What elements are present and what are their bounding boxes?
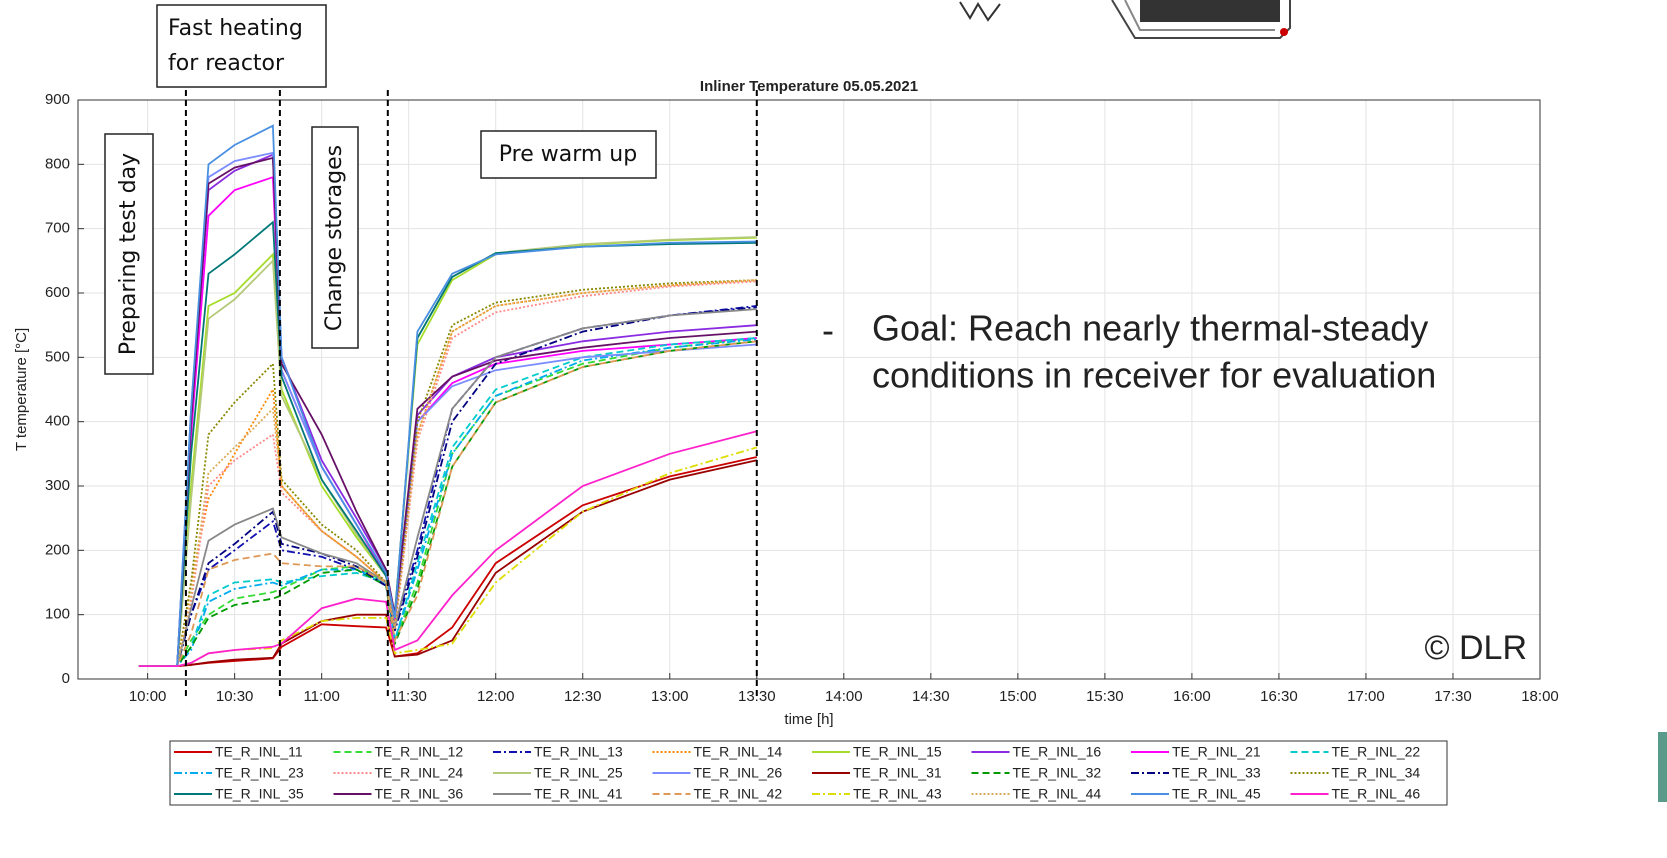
x-tick-label: 13:00 xyxy=(651,688,689,705)
legend-label: TE_R_INL_45 xyxy=(1172,786,1261,802)
series-line xyxy=(139,158,757,666)
legend-label: TE_R_INL_35 xyxy=(215,786,304,802)
y-tick-label: 700 xyxy=(45,220,70,237)
legend-label: TE_R_INL_13 xyxy=(534,744,623,760)
annotation: conditions in receiver for evaluation xyxy=(872,355,1436,396)
y-tick-label: 200 xyxy=(45,541,70,558)
series-line xyxy=(139,460,757,666)
legend-label: TE_R_INL_36 xyxy=(375,786,464,802)
y-tick-label: 800 xyxy=(45,155,70,172)
legend-label: TE_R_INL_25 xyxy=(534,765,623,781)
x-tick-label: 11:00 xyxy=(303,688,339,705)
legend-label: TE_R_INL_31 xyxy=(853,765,942,781)
legend-label: TE_R_INL_21 xyxy=(1172,744,1261,760)
legend-label: TE_R_INL_44 xyxy=(1013,786,1102,802)
legend-label: TE_R_INL_24 xyxy=(375,765,464,781)
legend-label: TE_R_INL_34 xyxy=(1332,765,1421,781)
series-line xyxy=(139,307,757,666)
legend-label: TE_R_INL_11 xyxy=(215,744,303,760)
y-tick-label: 100 xyxy=(45,606,70,623)
y-tick-label: 0 xyxy=(62,670,70,687)
chart-title: Inliner Temperature 05.05.2021 xyxy=(700,78,918,95)
equipment-sketch xyxy=(960,0,1290,38)
y-tick-label: 600 xyxy=(45,284,70,301)
x-tick-label: 15:30 xyxy=(1086,688,1124,705)
x-tick-label: 15:00 xyxy=(999,688,1037,705)
legend-label: TE_R_INL_12 xyxy=(375,744,464,760)
legend-label: TE_R_INL_42 xyxy=(694,786,783,802)
series-line xyxy=(139,126,757,666)
y-tick-label: 300 xyxy=(45,477,70,494)
y-axis-label: T temperature [°C] xyxy=(13,328,30,451)
x-tick-label: 12:30 xyxy=(564,688,602,705)
copyright: © DLR xyxy=(1424,629,1527,667)
annotation: Change storages xyxy=(322,145,347,331)
legend-label: TE_R_INL_41 xyxy=(534,786,623,802)
x-tick-label: 17:30 xyxy=(1434,688,1472,705)
x-tick-label: 16:00 xyxy=(1173,688,1211,705)
annotation: Goal: Reach nearly thermal-steady xyxy=(872,308,1428,349)
series-line xyxy=(139,155,757,666)
x-tick-label: 14:30 xyxy=(912,688,950,705)
x-tick-label: 17:00 xyxy=(1347,688,1385,705)
x-tick-label: 11:30 xyxy=(390,688,426,705)
plot: 0 100 200 300 400 500 600 700 800 900 10:00 10:30 11… xyxy=(13,78,1559,728)
legend-label: TE_R_INL_16 xyxy=(1013,744,1102,760)
legend-label: TE_R_INL_23 xyxy=(215,765,304,781)
legend-label: TE_R_INL_46 xyxy=(1332,786,1421,802)
series-line xyxy=(139,153,757,666)
x-tick-label: 10:30 xyxy=(216,688,254,705)
y-tick-label: 400 xyxy=(45,413,70,430)
legend-label: TE_R_INL_22 xyxy=(1332,744,1421,760)
x-tick-label: 12:00 xyxy=(477,688,515,705)
legend-label: TE_R_INL_26 xyxy=(694,765,783,781)
annotation: Preparing test day xyxy=(116,153,141,355)
x-tick-label: 18:00 xyxy=(1521,688,1559,705)
x-tick-label: 10:00 xyxy=(129,688,167,705)
series-line xyxy=(139,309,757,666)
legend-label: TE_R_INL_33 xyxy=(1172,765,1261,781)
annotation: Pre warm up xyxy=(499,142,637,167)
legend-label: TE_R_INL_15 xyxy=(853,744,942,760)
y-tick-label: 900 xyxy=(45,91,70,108)
annotation: for reactor xyxy=(168,51,285,76)
series-line xyxy=(139,457,757,666)
x-tick-label: 16:30 xyxy=(1260,688,1298,705)
annotation: Fast heating xyxy=(168,16,303,41)
edge-graphic xyxy=(1658,732,1667,802)
slide: 0 100 200 300 400 500 600 700 800 900 10:00 10:30 11… xyxy=(0,0,1667,858)
legend-label: TE_R_INL_32 xyxy=(1013,765,1102,781)
legend-label: TE_R_INL_14 xyxy=(694,744,783,760)
legend-label: TE_R_INL_43 xyxy=(853,786,942,802)
y-tick-label: 500 xyxy=(45,348,70,365)
x-tick-label: 14:00 xyxy=(825,688,863,705)
x-axis-label: time [h] xyxy=(784,711,833,728)
annotation: - xyxy=(822,310,834,351)
